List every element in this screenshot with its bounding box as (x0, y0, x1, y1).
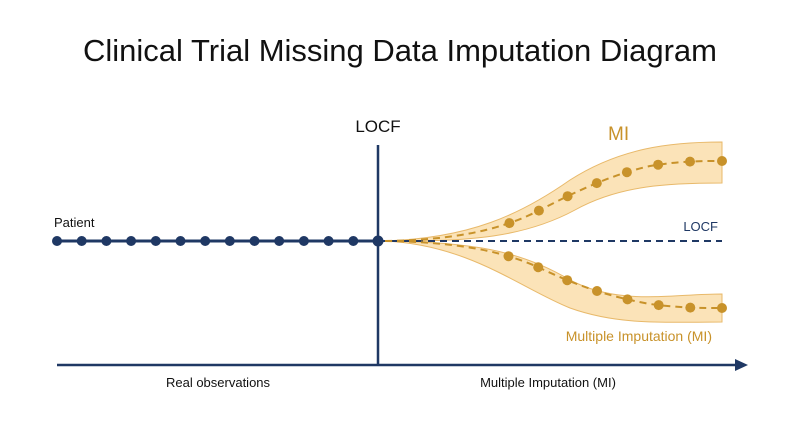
time-axis-arrow-icon (735, 359, 748, 371)
mi-point (503, 251, 514, 262)
observation-point (52, 236, 62, 246)
locf-line-label: LOCF (683, 219, 718, 234)
mi-top-label: MI (608, 124, 629, 145)
observation-point (274, 236, 285, 246)
axis-right-label: Multiple Imputation (MI) (480, 375, 616, 390)
observation-point (126, 236, 137, 246)
mi-point (653, 159, 664, 170)
mi-point (717, 303, 727, 313)
mi-lower-path (384, 240, 723, 309)
diagram-title: Clinical Trial Missing Data Imputation D… (83, 33, 717, 68)
observation-point (175, 236, 186, 246)
observation-point (323, 236, 334, 246)
observation-point (150, 236, 161, 246)
mi-point (621, 167, 632, 178)
mi-point (653, 300, 664, 311)
mi-point (562, 275, 573, 286)
mi-point (591, 178, 602, 189)
mi-lower-points (503, 251, 727, 313)
mi-lower-band (384, 240, 723, 323)
observation-points (52, 235, 384, 247)
observation-point (298, 236, 309, 246)
mi-point (592, 286, 602, 296)
axis-left-label: Real observations (166, 375, 271, 390)
observation-point (249, 236, 260, 246)
observation-point (76, 236, 87, 246)
mi-bottom-label: Multiple Imputation (MI) (566, 328, 712, 344)
mi-point (533, 205, 544, 216)
mi-point (504, 218, 515, 229)
observation-point (200, 236, 211, 246)
mi-upper-band (384, 141, 723, 242)
locf-top-label: LOCF (355, 117, 400, 136)
mi-point (533, 262, 544, 273)
observation-point (224, 236, 235, 246)
mi-upper-path (384, 160, 723, 242)
mi-point (685, 302, 696, 313)
mi-point (685, 156, 695, 167)
mi-point (622, 294, 633, 305)
observation-point (348, 236, 359, 246)
mi-point (562, 191, 573, 202)
mi-point (717, 156, 727, 166)
mi-upper-points (504, 156, 727, 229)
patient-label: Patient (54, 215, 95, 230)
observation-point (101, 236, 112, 246)
